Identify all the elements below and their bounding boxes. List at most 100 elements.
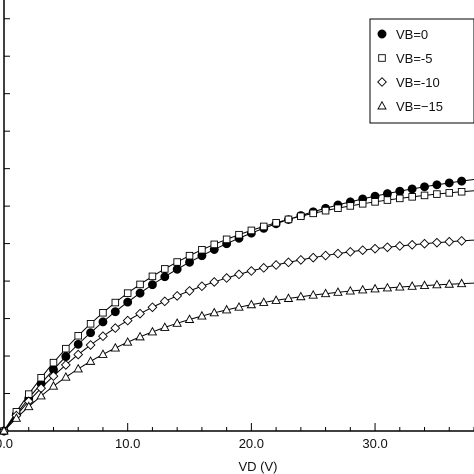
data-point xyxy=(160,322,170,331)
data-point xyxy=(258,297,269,306)
data-point xyxy=(431,237,442,248)
data-point xyxy=(110,307,120,317)
data-point xyxy=(258,262,269,273)
data-point xyxy=(284,215,293,224)
data-point xyxy=(185,251,194,260)
data-point xyxy=(358,200,367,208)
data-point xyxy=(346,202,355,210)
data-point xyxy=(62,344,70,353)
data-point xyxy=(432,279,442,289)
series-2-markers xyxy=(0,188,466,435)
data-point xyxy=(309,209,317,218)
data-point xyxy=(395,186,405,196)
data-point xyxy=(345,246,356,257)
data-point xyxy=(159,296,170,307)
data-point xyxy=(184,314,195,323)
data-point xyxy=(197,310,207,320)
data-point xyxy=(457,188,466,196)
data-point xyxy=(222,235,231,244)
data-point xyxy=(48,371,59,382)
data-point xyxy=(210,240,219,249)
data-point xyxy=(74,331,82,340)
data-point xyxy=(86,320,95,328)
data-point xyxy=(110,323,121,334)
data-point xyxy=(383,196,392,204)
data-point xyxy=(444,178,454,188)
data-point xyxy=(98,349,108,358)
data-point xyxy=(444,236,455,247)
data-point xyxy=(37,374,45,382)
axes: 0.0 10.0 20.0 30.0 xyxy=(0,0,474,451)
data-point xyxy=(433,190,441,198)
data-point xyxy=(198,246,206,254)
data-point xyxy=(122,315,133,326)
data-point xyxy=(147,302,158,313)
data-point xyxy=(308,289,318,299)
data-point xyxy=(272,219,280,227)
data-point xyxy=(61,371,71,381)
data-point xyxy=(371,198,379,206)
x-tick-label: 30.0 xyxy=(362,436,387,451)
data-point xyxy=(419,238,430,249)
data-point xyxy=(36,390,46,400)
data-point xyxy=(271,260,282,270)
data-point xyxy=(445,189,454,197)
data-point xyxy=(419,280,430,289)
data-point xyxy=(73,349,84,360)
data-point xyxy=(160,272,170,282)
data-point xyxy=(357,245,368,256)
data-point xyxy=(0,425,9,435)
legend-label-3: VB=-10 xyxy=(396,75,440,90)
x-axis-label: VD (V) xyxy=(239,459,278,474)
legend-marker-4 xyxy=(377,100,387,110)
data-point xyxy=(173,258,181,266)
legend-marker-3 xyxy=(377,77,387,87)
data-point xyxy=(60,359,71,370)
data-point xyxy=(209,307,220,317)
data-point xyxy=(320,250,331,261)
data-point xyxy=(444,279,455,288)
data-point xyxy=(456,278,467,288)
data-point xyxy=(123,297,133,307)
data-point xyxy=(98,317,108,327)
data-point xyxy=(382,242,393,253)
data-point xyxy=(147,326,158,336)
data-point xyxy=(122,336,133,346)
data-point xyxy=(407,281,417,290)
data-point xyxy=(370,243,380,254)
data-point xyxy=(420,182,429,192)
data-point xyxy=(283,293,294,302)
data-point xyxy=(161,265,169,273)
data-point xyxy=(345,285,356,295)
data-point xyxy=(235,230,243,239)
data-point xyxy=(99,309,107,317)
series-3-markers xyxy=(0,235,467,436)
data-point xyxy=(110,342,121,352)
data-point xyxy=(457,176,467,186)
data-point xyxy=(357,284,368,294)
data-point xyxy=(135,331,145,341)
legend-marker-1 xyxy=(377,29,387,39)
data-point xyxy=(48,380,59,390)
legend-label-1: VB=0 xyxy=(396,27,428,42)
data-point xyxy=(123,289,132,297)
data-point xyxy=(196,281,207,292)
legend: VB=0 VB=-5 VB=-10 VB=−15 xyxy=(369,18,474,124)
data-point xyxy=(73,339,83,349)
data-point xyxy=(234,301,244,311)
legend-label-4: VB=−15 xyxy=(396,99,443,114)
legend-label-2: VB=-5 xyxy=(396,51,433,66)
data-point xyxy=(395,281,405,291)
x-tick-label: 0.0 xyxy=(0,436,13,451)
data-point xyxy=(221,304,232,314)
data-point xyxy=(296,291,306,301)
data-point xyxy=(61,352,71,362)
data-point xyxy=(184,285,195,296)
data-point xyxy=(85,340,96,350)
data-point xyxy=(86,328,96,338)
data-point xyxy=(136,280,144,289)
data-point xyxy=(111,298,120,307)
series-4-markers xyxy=(0,278,467,435)
data-point xyxy=(172,318,182,327)
